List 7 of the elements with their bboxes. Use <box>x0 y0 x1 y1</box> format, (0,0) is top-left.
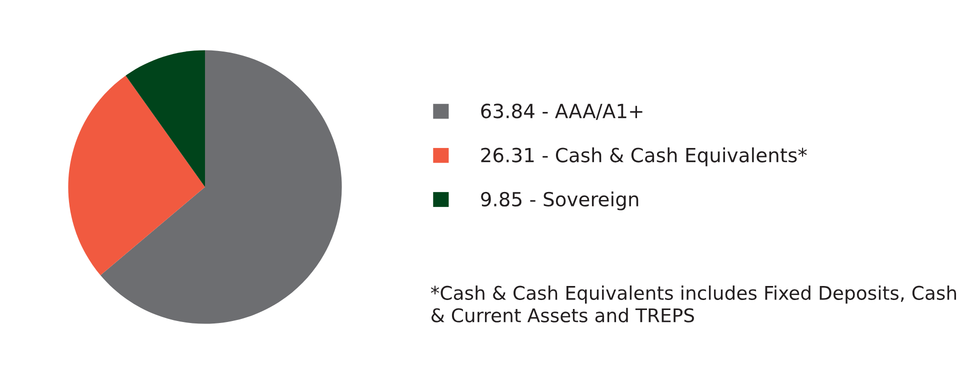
pie-slice <box>100 50 342 324</box>
legend-label: 26.31 - Cash & Cash Equivalents* <box>481 147 807 166</box>
legend-label: 63.84 - AAA/A1+ <box>481 104 642 120</box>
pie-slice <box>68 76 205 276</box>
pie-slice <box>126 50 205 187</box>
legend-label: 9.85 - Sovereign <box>481 191 638 210</box>
text: *Cash & Cash Equivalents includes Fixed Deposits, Cash & Current Assets and TREPS <box>430 285 956 322</box>
